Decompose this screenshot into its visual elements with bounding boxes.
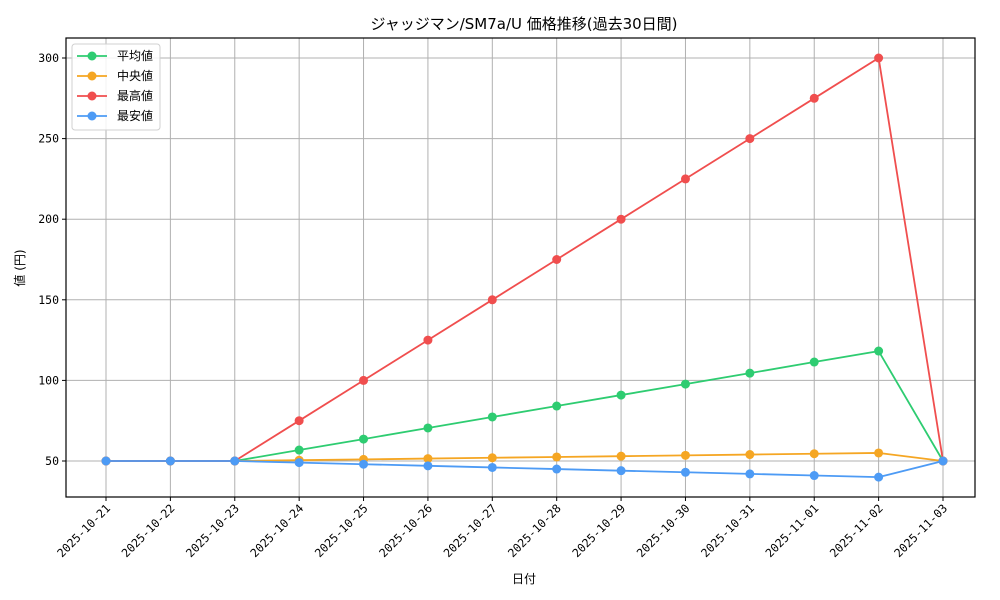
data-point-marker xyxy=(423,335,433,345)
x-tick-label: 2025-10-23 xyxy=(183,501,242,560)
data-point-marker xyxy=(745,368,755,378)
legend-item: 最高値 xyxy=(77,88,153,103)
data-point-marker xyxy=(680,174,690,184)
series-line xyxy=(106,56,944,462)
x-tick-label: 2025-10-27 xyxy=(441,501,500,560)
x-tick-label: 2025-10-22 xyxy=(119,501,178,560)
x-axis-ticks: 2025-10-21 2025-10-22 2025-10-23 2025-10-24… xyxy=(54,497,950,560)
chart-title: ジャッジマン/SM7a/U 価格推移(過去30日間) xyxy=(370,15,677,33)
data-point-marker xyxy=(552,452,562,462)
legend-item: 中央値 xyxy=(77,68,153,83)
legend-marker-icon xyxy=(87,91,97,101)
data-point-marker xyxy=(809,93,819,103)
data-point-marker xyxy=(294,445,304,455)
data-point-marker xyxy=(680,450,690,460)
x-tick-label: 2025-11-03 xyxy=(891,501,950,560)
legend-marker-icon xyxy=(87,51,97,61)
x-tick-label: 2025-10-29 xyxy=(569,501,628,560)
data-point-marker xyxy=(745,469,755,479)
y-tick-label: 50 xyxy=(45,454,59,468)
series-lines xyxy=(101,53,948,482)
legend-marker-icon xyxy=(87,111,97,121)
legend-marker-icon xyxy=(87,71,97,81)
data-point-marker xyxy=(874,346,884,356)
data-point-marker xyxy=(423,454,433,464)
data-point-marker xyxy=(616,390,626,400)
series-0 xyxy=(101,346,948,466)
x-tick-label: 2025-10-28 xyxy=(505,501,564,560)
legend-item: 平均値 xyxy=(77,48,153,63)
x-tick-label: 2025-10-26 xyxy=(376,501,435,560)
data-point-marker xyxy=(616,214,626,224)
data-point-marker xyxy=(938,456,948,466)
y-tick-label: 100 xyxy=(38,373,59,387)
plot-area-frame xyxy=(65,37,976,498)
data-point-marker xyxy=(294,416,304,426)
y-tick-label: 150 xyxy=(38,293,59,307)
legend-item: 最安値 xyxy=(77,108,153,123)
data-point-marker xyxy=(487,295,497,305)
data-point-marker xyxy=(165,456,175,466)
x-tick-label: 2025-10-25 xyxy=(312,501,371,560)
x-axis-label: 日付 xyxy=(512,572,536,586)
series-line xyxy=(106,460,944,479)
data-point-marker xyxy=(616,451,626,461)
data-point-marker xyxy=(680,379,690,389)
data-point-marker xyxy=(809,449,819,459)
x-tick-label: 2025-10-24 xyxy=(247,501,306,560)
data-point-marker xyxy=(809,471,819,481)
series-1 xyxy=(101,448,948,466)
data-point-marker xyxy=(359,434,369,444)
data-point-marker xyxy=(874,53,884,63)
legend-label: 最高値 xyxy=(117,88,153,103)
x-tick-label: 2025-10-30 xyxy=(634,501,693,560)
data-point-marker xyxy=(552,401,562,411)
data-point-marker xyxy=(874,448,884,458)
series-3 xyxy=(101,456,948,482)
data-point-marker xyxy=(745,450,755,460)
legend-label: 中央値 xyxy=(117,68,153,83)
x-tick-label: 2025-10-21 xyxy=(54,501,113,560)
data-point-marker xyxy=(552,255,562,264)
series-line xyxy=(106,350,944,462)
y-axis-ticks: 50 100 150 200 250 300 xyxy=(38,51,66,468)
data-point-marker xyxy=(423,461,433,471)
y-tick-label: 200 xyxy=(38,212,59,226)
grid-lines xyxy=(66,38,975,497)
data-point-marker xyxy=(230,456,240,466)
series-2 xyxy=(101,53,948,466)
x-tick-label: 2025-11-02 xyxy=(827,501,886,560)
data-point-marker xyxy=(359,459,369,469)
data-point-marker xyxy=(487,412,497,422)
data-point-marker xyxy=(423,423,433,433)
x-tick-label: 2025-11-01 xyxy=(762,501,821,560)
y-tick-label: 300 xyxy=(38,51,59,65)
data-point-marker xyxy=(809,357,819,367)
data-point-marker xyxy=(101,456,111,466)
data-point-marker xyxy=(487,453,497,463)
data-point-marker xyxy=(552,464,562,474)
legend-box xyxy=(71,43,161,131)
data-point-marker xyxy=(616,466,626,476)
data-point-marker xyxy=(294,458,304,468)
x-tick-label: 2025-10-31 xyxy=(698,501,757,560)
legend-label: 平均値 xyxy=(117,48,153,63)
data-point-marker xyxy=(680,467,690,477)
data-point-marker xyxy=(487,462,497,472)
data-point-marker xyxy=(359,375,369,385)
y-tick-label: 250 xyxy=(38,132,59,146)
data-point-marker xyxy=(745,134,755,144)
legend-label: 最安値 xyxy=(117,108,153,123)
data-point-marker xyxy=(874,472,884,482)
y-axis-label: 値 (円) xyxy=(12,249,27,286)
